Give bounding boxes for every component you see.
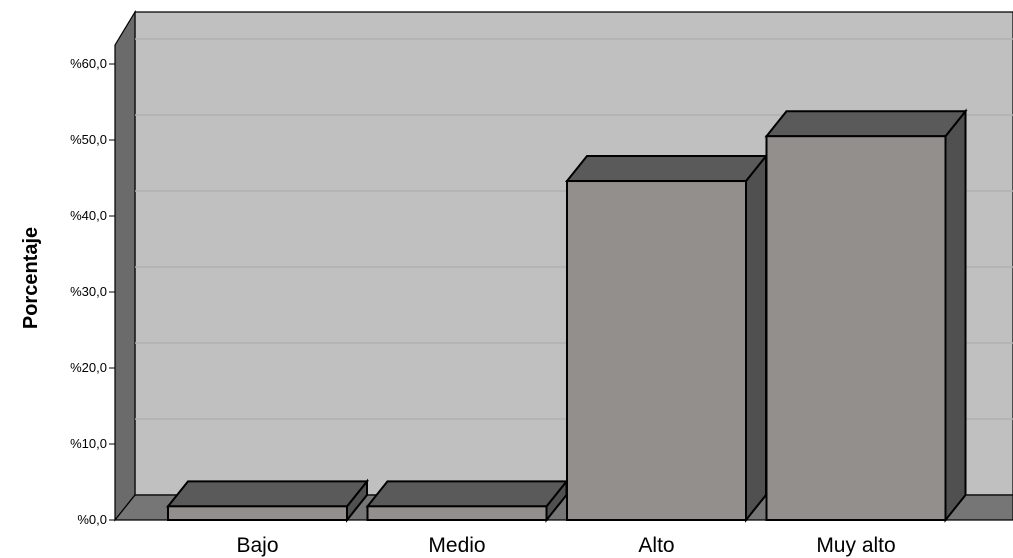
y-axis-title: Porcentaje bbox=[20, 227, 42, 329]
y-tick-label: %40,0 bbox=[70, 208, 107, 223]
x-category-label: Alto bbox=[638, 534, 674, 557]
y-tick-label: %50,0 bbox=[70, 132, 107, 147]
bar-medio bbox=[365, 478, 569, 523]
bar-alto bbox=[564, 153, 769, 523]
bar-side-face bbox=[944, 108, 967, 523]
bar-front-face bbox=[167, 505, 348, 522]
bar-top-face bbox=[365, 480, 569, 508]
x-category-label: Muy alto bbox=[816, 534, 895, 557]
y-tick-label: %30,0 bbox=[70, 284, 107, 299]
y-tick-label: %0,0 bbox=[77, 512, 107, 527]
bar-front-face bbox=[765, 135, 947, 521]
y-tick-label: %20,0 bbox=[70, 360, 107, 375]
bar-front-face bbox=[366, 505, 548, 522]
y-axis-ticks: %0,0 %10,0 %20,0 %30,0 %40,0 %50,0 %60,0 bbox=[70, 56, 115, 527]
y-tick-label: %60,0 bbox=[70, 56, 107, 71]
bars bbox=[165, 108, 968, 523]
bar-side-face bbox=[745, 153, 767, 523]
x-category-label: Medio bbox=[428, 534, 485, 557]
side-wall bbox=[114, 9, 136, 522]
bar-front-face bbox=[566, 180, 747, 521]
x-axis-labels: Bajo Medio Alto Muy alto bbox=[236, 534, 895, 557]
y-tick-label: %10,0 bbox=[70, 436, 107, 451]
bar-bajo bbox=[165, 478, 370, 523]
bar-top-face bbox=[764, 110, 968, 138]
x-category-label: Bajo bbox=[236, 534, 278, 557]
bar-top-face bbox=[564, 155, 769, 183]
bar-top-face bbox=[165, 480, 370, 508]
bar-muy-alto bbox=[764, 108, 968, 523]
